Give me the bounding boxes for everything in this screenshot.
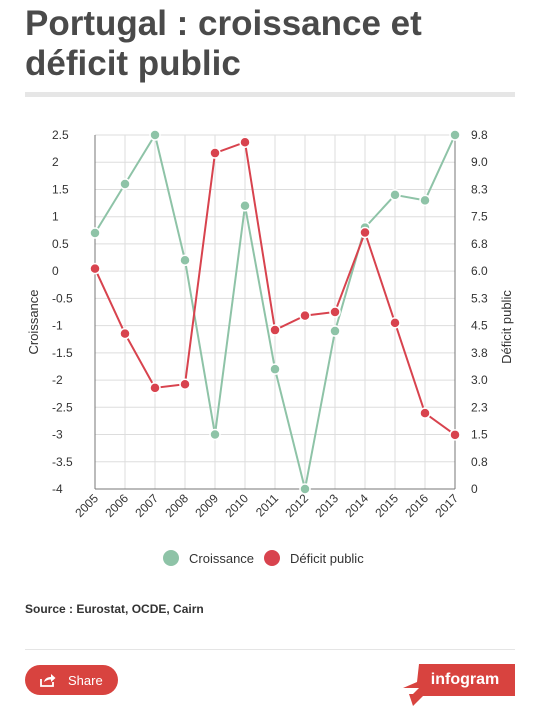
data-point-croissance <box>299 483 311 495</box>
source-note: Source : Eurostat, OCDE, Cairn <box>25 602 204 616</box>
y-left-tick-label: -2.5 <box>52 400 73 414</box>
share-label: Share <box>68 672 103 688</box>
data-point-croissance <box>389 189 401 201</box>
x-tick-label: 2013 <box>312 491 341 520</box>
y-right-tick-label: 5.3 <box>471 291 488 305</box>
legend-label-deficit: Déficit public <box>290 550 364 566</box>
data-point-deficit <box>149 382 161 394</box>
y-right-tick-label: 3.8 <box>471 346 488 360</box>
data-point-deficit <box>449 429 461 441</box>
y-left-tick-label: -1 <box>52 319 63 333</box>
y-right-tick-label: 6.8 <box>471 237 488 251</box>
x-tick-label: 2010 <box>222 491 251 520</box>
y-right-axis-title: Déficit public <box>499 290 514 364</box>
data-point-croissance <box>419 194 431 207</box>
data-point-croissance <box>449 129 461 141</box>
y-right-tick-label: 6.0 <box>471 264 488 278</box>
y-right-tick-label: 9.0 <box>471 155 488 169</box>
infogram-logo[interactable] <box>403 664 515 706</box>
x-tick-label: 2011 <box>253 491 281 519</box>
legend-marker-deficit <box>264 550 280 566</box>
chart-legend: Croissance Déficit public <box>0 550 540 570</box>
line-chart: 2.5 2 1.5 1 0.5 0 -0.5 -1 -1.5 -2 -2.5 -3 -3.5 -4 9.8 9… <box>26 128 514 520</box>
y-left-tick-label: -4 <box>52 482 63 496</box>
y-right-tick-label: 3.0 <box>471 373 488 387</box>
x-tick-label: 2005 <box>72 491 101 520</box>
y-left-tick-label: -3 <box>52 428 63 442</box>
y-right-tick-label: 4.5 <box>471 319 488 333</box>
y-left-axis-title: Croissance <box>26 289 41 354</box>
legend-item-croissance[interactable]: Croissance <box>163 550 254 566</box>
x-tick-label: 2007 <box>132 491 161 520</box>
data-point-croissance <box>149 129 161 141</box>
y-right-tick-label: 8.3 <box>471 182 488 196</box>
data-point-croissance <box>179 254 191 267</box>
y-left-tick-label: -3.5 <box>52 455 73 469</box>
y-left-tick-label: 1.5 <box>52 182 69 196</box>
data-point-deficit <box>419 407 431 419</box>
x-tick-label: 2006 <box>102 491 131 520</box>
data-point-croissance <box>329 325 341 337</box>
share-button[interactable]: Share <box>25 665 118 695</box>
legend-label-croissance: Croissance <box>189 550 255 566</box>
y-left-tick-label: -1.5 <box>52 346 73 360</box>
x-tick-label: 2017 <box>432 491 461 520</box>
data-point-croissance <box>89 227 101 239</box>
chart-title: Portugal : croissance et déficit public <box>25 4 422 83</box>
data-point-croissance <box>239 200 251 212</box>
share-icon <box>40 674 56 687</box>
y-right-tick-label: 2.3 <box>471 400 488 414</box>
data-point-deficit <box>239 136 251 148</box>
x-tick-label: 2015 <box>372 491 401 520</box>
y-right-tick-label: 9.8 <box>471 128 488 142</box>
y-left-tick-label: 0.5 <box>52 237 69 251</box>
data-point-deficit <box>269 324 281 336</box>
data-point-croissance <box>119 178 131 190</box>
y-right-tick-label: 7.5 <box>471 210 488 224</box>
data-point-deficit <box>89 262 101 275</box>
x-tick-label: 2012 <box>282 491 311 520</box>
data-point-deficit <box>179 378 191 390</box>
y-right-tick-label: 1.5 <box>471 428 488 442</box>
x-tick-label: 2009 <box>192 491 221 520</box>
x-tick-label: 2014 <box>342 491 371 520</box>
x-tick-label: 2016 <box>402 491 431 520</box>
legend-marker-croissance <box>163 550 179 566</box>
data-point-croissance <box>269 363 281 375</box>
brand-label: infogram <box>430 671 500 688</box>
y-left-tick-label: 2.5 <box>52 128 69 142</box>
y-left-tick-label: 0 <box>52 264 59 278</box>
y-right-tick-label: 0.8 <box>471 455 488 469</box>
data-point-deficit <box>359 226 371 239</box>
y-left-tick-label: -2 <box>52 373 63 387</box>
y-right-tick-label: 0 <box>471 482 478 496</box>
legend-item-deficit[interactable]: Déficit public <box>264 550 364 566</box>
data-point-deficit <box>389 317 401 329</box>
data-point-deficit <box>209 147 221 159</box>
footer-divider <box>25 649 515 650</box>
y-left-tick-label: 1 <box>52 210 59 224</box>
data-point-deficit <box>299 309 311 322</box>
data-point-croissance <box>209 428 221 441</box>
data-point-deficit <box>329 306 341 318</box>
data-point-deficit <box>119 327 131 340</box>
y-left-tick-label: 2 <box>52 155 59 169</box>
x-tick-label: 2008 <box>162 491 191 520</box>
title-divider <box>25 92 515 97</box>
y-left-tick-label: -0.5 <box>52 291 73 305</box>
